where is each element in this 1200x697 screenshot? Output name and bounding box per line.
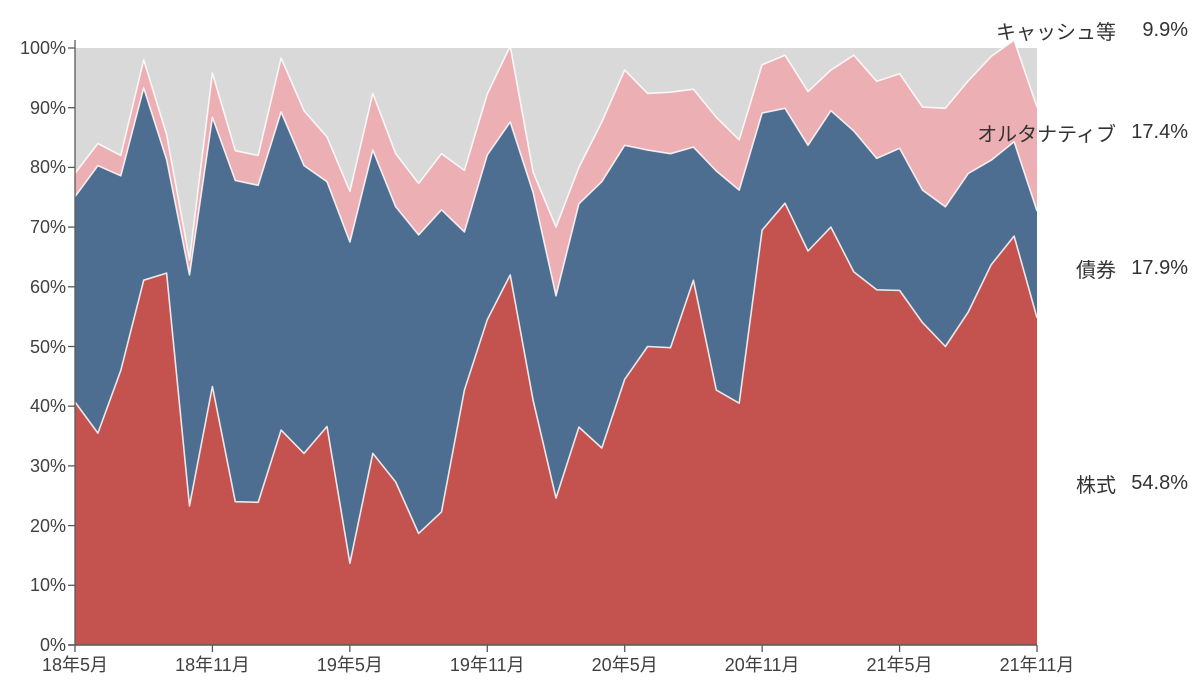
series-area-bonds-edge (74, 87, 1038, 297)
x-tick-label: 18年5月 (41, 655, 109, 675)
legend-value-alternative: 17.4% (1131, 121, 1188, 143)
x-tick-label: 20年5月 (591, 655, 658, 675)
x-tick-label: 18年11月 (175, 655, 250, 675)
y-tick-label: 30% (29, 455, 66, 476)
y-tick-label: 90% (29, 97, 66, 118)
y-tick-label: 100% (19, 38, 66, 58)
x-tick-label: 20年11月 (724, 655, 800, 675)
y-tick-label: 50% (29, 336, 66, 357)
y-tick-label: 40% (29, 396, 66, 417)
y-tick-label: 10% (29, 575, 66, 596)
x-tick-label: 21年11月 (999, 655, 1075, 675)
legend-value-bonds: 17.9% (1131, 257, 1188, 279)
legend-item-equity: 株式 54.8% (1076, 469, 1188, 498)
legend-label-alternative: オルタナティブ (977, 124, 1116, 146)
legend-item-bonds: 債券 17.9% (1076, 254, 1188, 283)
legend-label-cash: キャッシュ等 (996, 22, 1116, 44)
x-tick-label: 19年11月 (449, 655, 525, 675)
y-tick-label: 80% (29, 157, 66, 178)
series-area-alternative-edge (74, 39, 1038, 261)
legend-item-cash: キャッシュ等 9.9% (996, 16, 1188, 45)
series-area-equity-edge (74, 202, 1038, 565)
legend-value-equity: 54.8% (1131, 472, 1188, 494)
series-area-equity (75, 203, 1037, 645)
y-tick-label: 20% (29, 515, 66, 536)
legend-value-cash: 9.9% (1142, 19, 1188, 41)
legend-item-alternative: オルタナティブ 17.4% (977, 118, 1188, 147)
legend-label-bonds: 債券 (1076, 260, 1116, 282)
x-tick-label: 21年5月 (866, 655, 933, 675)
legend-label-equity: 株式 (1076, 475, 1116, 497)
y-tick-label: 0% (39, 635, 66, 655)
y-tick-label: 70% (29, 217, 66, 238)
x-tick-label: 19年5月 (316, 655, 383, 675)
y-tick-label: 60% (29, 276, 66, 297)
